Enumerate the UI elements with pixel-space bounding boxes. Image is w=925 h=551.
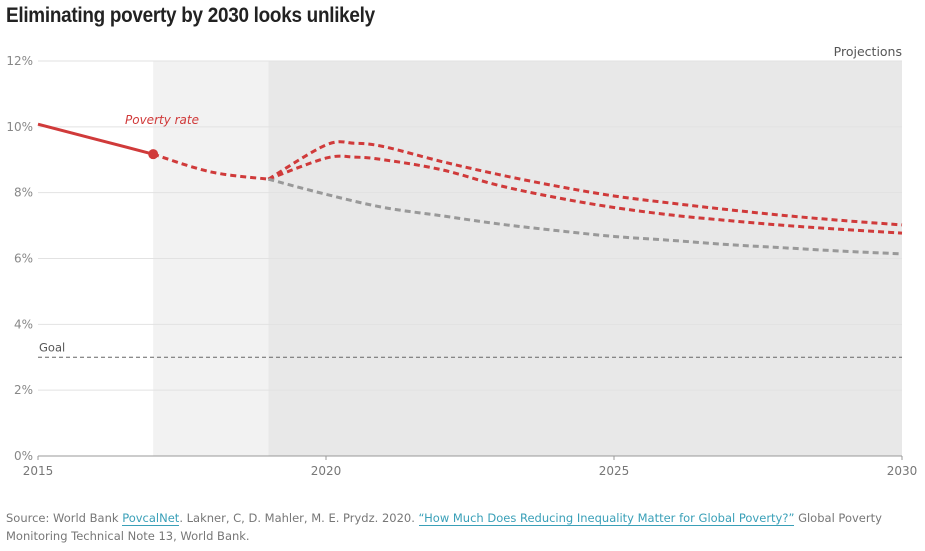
series-line — [268, 177, 903, 256]
goal-label: Goal — [39, 340, 65, 354]
y-tick-label: 12% — [6, 54, 33, 68]
line-chart: Projections 0% 2% 4% 6% 8% 10% 12% 2015 2020 2025 2… — [6, 44, 918, 478]
source-suffix: Global Poverty Monitoring Technical Note… — [6, 511, 882, 543]
source-note: Source: World Bank PovcalNet. Lakner, C,… — [6, 509, 921, 545]
projections-label: Projections — [834, 44, 902, 59]
data-point — [148, 149, 159, 160]
y-tick-label: 6% — [14, 252, 33, 266]
povcalnet-link[interactable]: PovcalNet — [122, 511, 180, 526]
series-line — [37, 122, 154, 156]
y-tick-label: 4% — [14, 317, 33, 331]
series-label: Poverty rate — [125, 113, 199, 127]
series-line — [267, 154, 903, 235]
series-line — [152, 152, 269, 181]
x-tick-label: 2030 — [887, 464, 918, 478]
source-prefix: Source: World Bank — [6, 511, 123, 525]
chart-title: Eliminating poverty by 2030 looks unlike… — [6, 4, 375, 27]
x-tick-label: 2020 — [311, 464, 342, 478]
series-line — [267, 140, 903, 227]
x-tick-label: 2025 — [599, 464, 630, 478]
source-middle: . Lakner, C, D. Mahler, M. E. Prydz. 202… — [179, 511, 419, 525]
y-tick-label: 10% — [6, 120, 33, 134]
y-tick-label: 0% — [14, 449, 33, 463]
paper-link[interactable]: “How Much Does Reducing Inequality Matte… — [418, 511, 795, 526]
x-tick-label: 2015 — [23, 464, 54, 478]
y-tick-label: 8% — [14, 186, 33, 200]
y-tick-label: 2% — [14, 383, 33, 397]
